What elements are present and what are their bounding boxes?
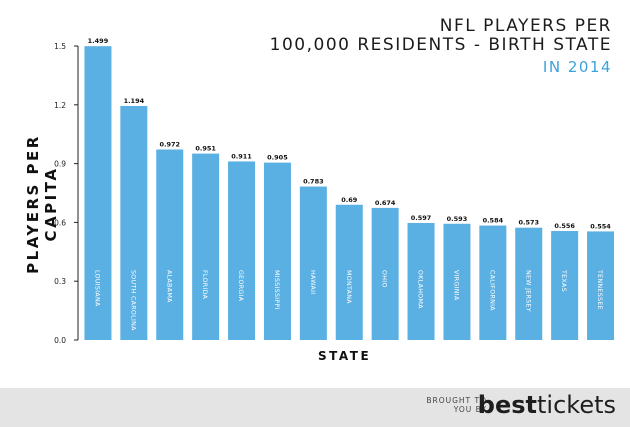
category-label: ALABAMA bbox=[165, 270, 172, 303]
brand-part1: best bbox=[477, 391, 537, 419]
y-tick-label: 1.2 bbox=[54, 101, 66, 110]
bar bbox=[228, 161, 256, 340]
bar bbox=[371, 207, 399, 340]
category-label: MONTANA bbox=[345, 270, 352, 304]
bar bbox=[156, 149, 184, 340]
value-label: 0.584 bbox=[483, 217, 504, 225]
bar bbox=[120, 105, 148, 340]
bar bbox=[84, 46, 112, 341]
x-axis-label: STATE bbox=[318, 349, 372, 363]
category-label: GEORGIA bbox=[237, 270, 244, 302]
footer-bar: BROUGHT TO YOU BY besttickets bbox=[0, 388, 630, 427]
category-label: CALIFORNIA bbox=[488, 270, 495, 311]
chart-title-line2: 100,000 RESIDENTS - BIRTH STATE bbox=[269, 35, 612, 55]
value-label: 0.573 bbox=[518, 219, 539, 227]
value-label: 1.194 bbox=[124, 97, 145, 105]
category-label: MISSISSIPPI bbox=[273, 270, 280, 310]
category-label: HAWAII bbox=[309, 270, 316, 294]
chart-subtitle: IN 2014 bbox=[542, 58, 612, 76]
y-tick-label: 1.5 bbox=[54, 42, 66, 51]
y-tick-label: 0.3 bbox=[54, 277, 66, 286]
bar bbox=[407, 222, 435, 340]
chart-title-line1: NFL PLAYERS PER bbox=[439, 16, 612, 36]
bar bbox=[299, 186, 327, 340]
brought-line1: BROUGHT TO bbox=[426, 396, 487, 405]
brand-part2: tickets bbox=[537, 391, 616, 419]
category-label: VIRGINIA bbox=[452, 270, 459, 301]
category-label: OKLAHOMA bbox=[417, 270, 424, 309]
value-label: 0.597 bbox=[411, 214, 432, 222]
bar bbox=[551, 231, 579, 340]
value-label: 0.556 bbox=[554, 222, 575, 230]
value-label: 0.554 bbox=[590, 222, 611, 230]
y-tick-label: 0.9 bbox=[54, 160, 66, 169]
value-label: 0.783 bbox=[303, 178, 324, 186]
value-label: 0.911 bbox=[231, 152, 252, 160]
bar bbox=[443, 223, 471, 340]
y-tick-label: 0.6 bbox=[54, 218, 66, 227]
bar bbox=[335, 204, 363, 340]
brought-to-you-by: BROUGHT TO YOU BY bbox=[426, 396, 487, 414]
bar bbox=[587, 231, 615, 340]
y-tick-label: 0.0 bbox=[54, 336, 66, 345]
value-label: 0.674 bbox=[375, 199, 396, 207]
category-label: NEW JERSEY bbox=[524, 270, 531, 312]
category-label: TENNESSEE bbox=[596, 269, 603, 310]
brought-line2: YOU BY bbox=[453, 405, 487, 414]
category-label: FLORIDA bbox=[201, 270, 208, 300]
value-label: 0.972 bbox=[159, 140, 180, 148]
bar-chart: 0.0 0.3 0.6 0.9 1.2 1.5 1.499 LOUISIANA 1.194 SOU… bbox=[54, 37, 615, 345]
bar bbox=[192, 153, 220, 340]
besttickets-logo[interactable]: besttickets bbox=[478, 391, 616, 419]
value-label: 0.905 bbox=[267, 154, 288, 162]
value-label: 1.499 bbox=[88, 37, 109, 45]
bar bbox=[263, 162, 291, 340]
category-label: SOUTH CAROLINA bbox=[129, 270, 136, 331]
category-label: OHIO bbox=[381, 270, 388, 288]
bar bbox=[515, 227, 543, 340]
value-label: 0.593 bbox=[447, 215, 468, 223]
category-label: LOUISIANA bbox=[93, 270, 100, 307]
value-label: 0.951 bbox=[195, 145, 216, 153]
category-label: TEXAS bbox=[560, 269, 567, 292]
value-label: 0.69 bbox=[341, 196, 358, 204]
bar bbox=[479, 225, 507, 340]
